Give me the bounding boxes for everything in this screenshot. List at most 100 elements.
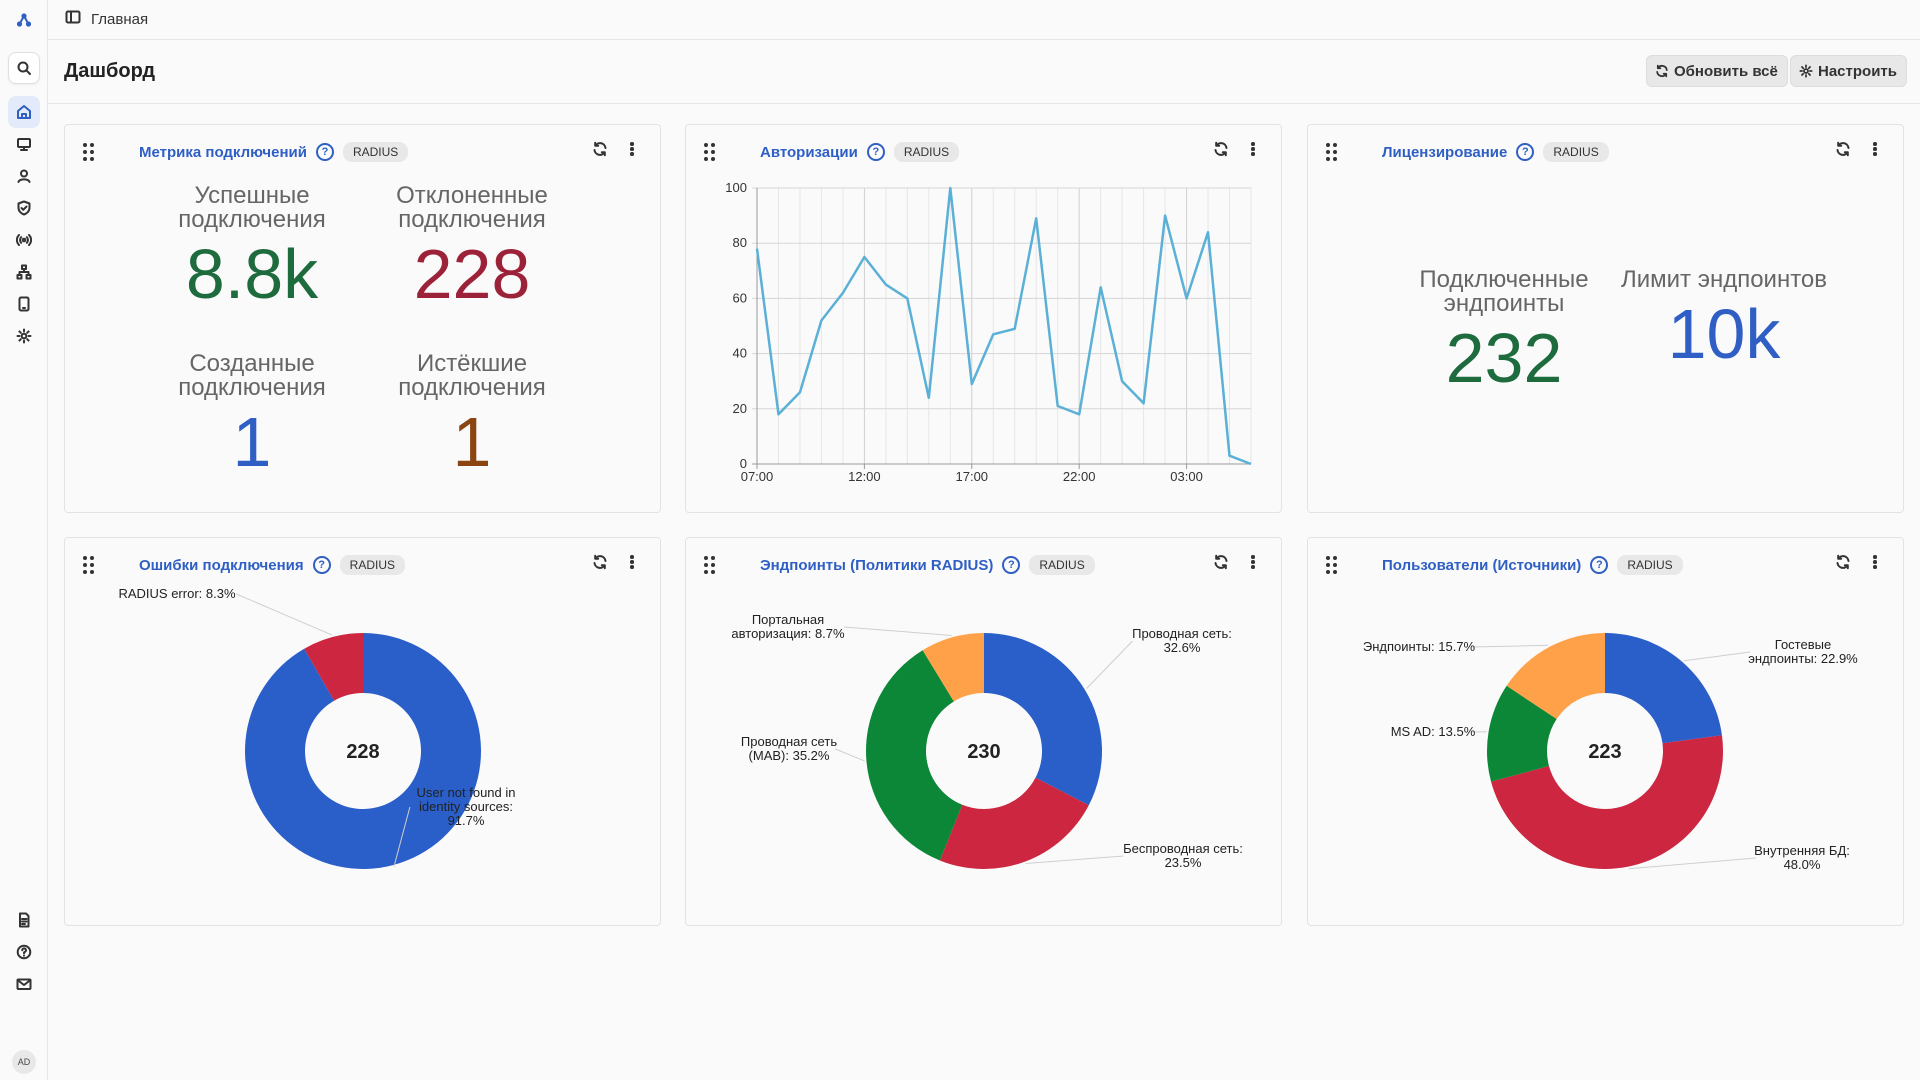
pie-slice <box>304 633 363 701</box>
protocol-badge: RADIUS <box>339 555 405 575</box>
shield-check-icon[interactable] <box>8 192 40 224</box>
pie-slice <box>866 650 963 861</box>
y-tick-label: 0 <box>740 456 747 471</box>
x-tick-label: 17:00 <box>956 469 989 484</box>
user-avatar[interactable]: AD <box>12 1050 36 1074</box>
sidebar-toggle-icon[interactable] <box>65 9 81 30</box>
help-icon[interactable]: ? <box>1516 143 1535 161</box>
more-menu-icon[interactable] <box>1245 554 1261 570</box>
card-licensing: Лицензирование ? RADIUS Подключенные энд… <box>1307 124 1904 513</box>
card-title[interactable]: Пользователи (Источники) <box>1382 556 1582 574</box>
more-menu-icon[interactable] <box>1867 554 1883 570</box>
refresh-icon <box>1656 64 1668 78</box>
protocol-badge: RADIUS <box>893 142 960 162</box>
card-connections-metrics: Метрика подключений ? RADIUS Успешные по… <box>64 124 661 513</box>
label-leader-line <box>1025 855 1124 864</box>
home-icon[interactable] <box>8 96 40 128</box>
x-tick-label: 03:00 <box>1170 469 1203 484</box>
help-icon[interactable]: ? <box>1002 556 1021 574</box>
refresh-icon[interactable] <box>1213 554 1229 570</box>
pie-slice <box>1605 633 1722 744</box>
help-icon[interactable]: ? <box>866 143 885 161</box>
pie-slice <box>984 633 1102 806</box>
drag-handle-icon[interactable] <box>704 556 718 574</box>
donut-total: 223 <box>1588 741 1621 763</box>
donut-total: 228 <box>346 741 379 763</box>
gear-icon[interactable] <box>8 320 40 352</box>
authorizations-line-chart: 0 20 40 60 80 100 07:00 12:00 17:00 22:00 03:00 <box>725 180 1252 484</box>
tablet-icon[interactable] <box>8 288 40 320</box>
y-tick-label: 60 <box>733 290 747 305</box>
card-title[interactable]: Метрика подключений <box>139 143 307 161</box>
refresh-all-button[interactable]: Обновить всё <box>1646 55 1788 87</box>
slice-label: 32.6% <box>1164 640 1201 655</box>
help-icon[interactable]: ? <box>312 556 331 574</box>
pie-slice <box>245 633 482 869</box>
drag-handle-icon[interactable] <box>1326 143 1340 161</box>
docs-icon[interactable] <box>8 904 40 936</box>
drag-handle-icon[interactable] <box>83 143 97 161</box>
pie-slice <box>939 777 1089 870</box>
card-title[interactable]: Эндпоинты (Политики RADIUS) <box>760 556 994 574</box>
pie-slice <box>1487 685 1557 782</box>
metric-successful: Успешные подключения 8.8k <box>178 182 326 314</box>
refresh-icon[interactable] <box>592 554 608 570</box>
refresh-icon[interactable] <box>1835 141 1851 157</box>
drag-handle-icon[interactable] <box>704 143 718 161</box>
metric-created: Созданные подключения 1 <box>178 350 326 482</box>
slice-label: User not found in <box>416 785 515 800</box>
label-leader-line <box>835 748 865 762</box>
card-title[interactable]: Лицензирование <box>1382 143 1508 161</box>
slice-label: identity sources: <box>419 799 513 814</box>
drag-handle-icon[interactable] <box>1326 556 1340 574</box>
metric-connected-endpoints: Подключенные эндпоинты 232 <box>1419 266 1589 398</box>
label-leader-line <box>1471 644 1549 648</box>
metric-expired: Истёкшие подключения 1 <box>398 350 546 482</box>
network-icon[interactable] <box>8 256 40 288</box>
protocol-badge: RADIUS <box>1029 555 1095 575</box>
slice-label: 23.5% <box>1165 855 1202 870</box>
help-icon[interactable] <box>8 936 40 968</box>
more-menu-icon[interactable] <box>1245 141 1261 157</box>
x-tick-label: 22:00 <box>1063 469 1096 484</box>
refresh-icon[interactable] <box>592 141 608 157</box>
app-logo-icon[interactable] <box>8 4 40 36</box>
card-title[interactable]: Авторизации <box>760 143 858 161</box>
card-title[interactable]: Ошибки подключения <box>139 556 304 574</box>
slice-label: 91.7% <box>448 813 485 828</box>
user-icon[interactable] <box>8 160 40 192</box>
label-leader-line <box>1086 640 1133 689</box>
y-tick-label: 80 <box>733 235 747 250</box>
more-menu-icon[interactable] <box>624 141 640 157</box>
slice-label: Проводная сеть: <box>1132 626 1232 641</box>
card-header: Эндпоинты (Политики RADIUS) ? RADIUS <box>686 538 1281 588</box>
breadcrumb[interactable]: Главная <box>91 11 149 28</box>
label-leader-line <box>393 806 411 868</box>
slice-label: Эндпоинты: 15.7% <box>1363 639 1476 654</box>
endpoints-policies-donut: Проводная сеть:32.6%Беспроводная сеть:23… <box>731 612 1242 870</box>
help-icon[interactable]: ? <box>315 143 334 161</box>
gear-icon <box>1799 64 1813 78</box>
refresh-icon[interactable] <box>1213 141 1229 157</box>
donut-total: 230 <box>967 741 1000 763</box>
refresh-icon[interactable] <box>1835 554 1851 570</box>
drag-handle-icon[interactable] <box>83 556 97 574</box>
slice-label: RADIUS error: 8.3% <box>118 588 235 601</box>
search-icon[interactable] <box>8 52 40 84</box>
more-menu-icon[interactable] <box>624 554 640 570</box>
label-leader-line <box>1683 651 1751 662</box>
page-title: Дашборд <box>64 60 156 82</box>
label-leader-line <box>844 626 952 636</box>
more-menu-icon[interactable] <box>1867 141 1883 157</box>
configure-button[interactable]: Настроить <box>1790 55 1907 87</box>
card-connection-errors: Ошибки подключения ? RADIUS User not fou… <box>64 537 661 926</box>
monitor-icon[interactable] <box>8 128 40 160</box>
slice-label: Портальная <box>752 612 824 627</box>
card-endpoints-policies: Эндпоинты (Политики RADIUS) ? RADIUS Про… <box>685 537 1282 926</box>
mail-icon[interactable] <box>8 968 40 1000</box>
help-icon[interactable]: ? <box>1590 556 1609 574</box>
slice-label: Гостевые <box>1775 637 1831 652</box>
radio-tower-icon[interactable] <box>8 224 40 256</box>
